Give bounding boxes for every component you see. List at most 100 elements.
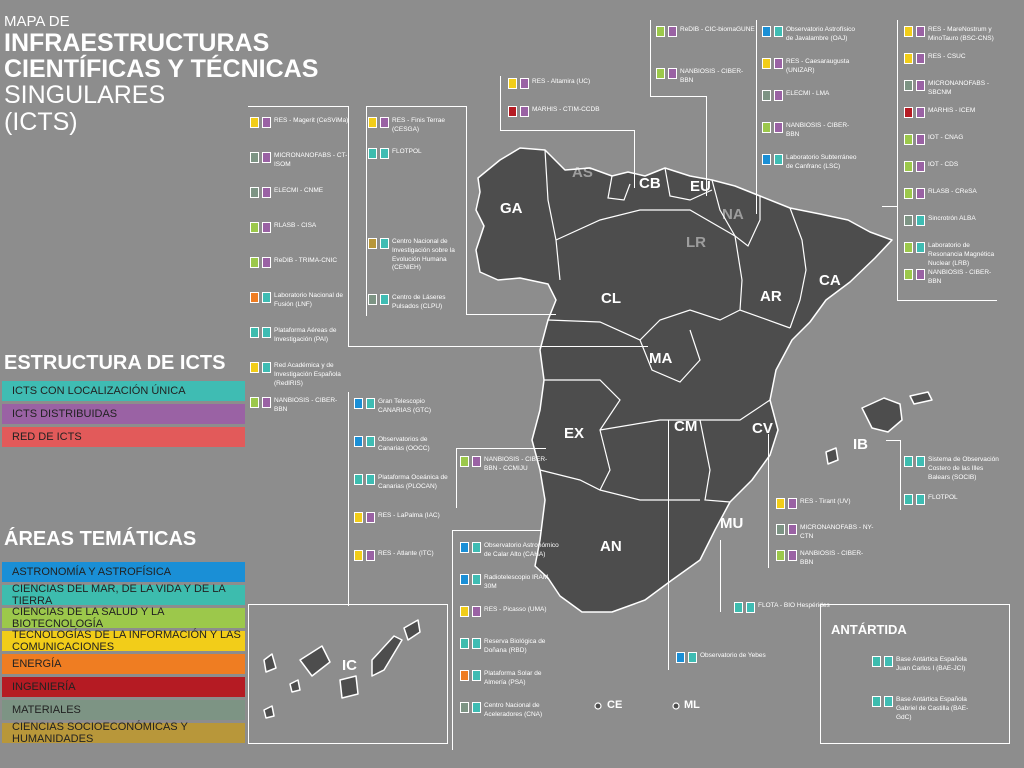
- structure-color-square: [884, 656, 893, 667]
- icts-item-label: RES - Tirant (UV): [800, 498, 851, 505]
- icts-item-label: MICRONANOFABS - CT-ISOM: [274, 152, 348, 168]
- legend-item: CIENCIAS DEL MAR, DE LA VIDA Y DE LA TIE…: [2, 583, 245, 607]
- area-color-square: [776, 524, 785, 535]
- leader-line: [452, 530, 453, 750]
- icts-item-label: Observatorio de Yebes: [700, 652, 766, 659]
- icts-item: Base Antártica Española Gabriel de Casti…: [872, 696, 971, 722]
- structure-color-square: [688, 652, 697, 663]
- structure-color-square: [380, 294, 389, 305]
- icts-item: Centro Nacional de Investigación sobre l…: [368, 238, 467, 273]
- icts-item: Centro Nacional de Aceleradores (CNA): [460, 702, 559, 720]
- island-tenerife: [299, 645, 331, 677]
- icts-item: RLASB - CISA: [250, 222, 316, 233]
- leader-line: [668, 420, 669, 670]
- leader-line: [348, 106, 349, 346]
- region-mu: MU: [720, 515, 744, 532]
- area-color-square: [250, 397, 259, 408]
- area-color-square: [368, 117, 377, 128]
- leader-line: [452, 530, 542, 531]
- area-color-square: [904, 242, 913, 253]
- icts-item: MARHIS - CTIM-CCDB: [508, 106, 600, 117]
- area-color-square: [904, 456, 913, 467]
- area-color-square: [676, 652, 685, 663]
- icts-item: NANBIOSIS - CIBER-BBN: [904, 269, 1003, 287]
- leader-line: [500, 76, 501, 130]
- icts-item: ELECMI - CNME: [250, 187, 323, 198]
- icts-item-label: MARHIS - CTIM-CCDB: [532, 106, 600, 113]
- leader-line: [348, 392, 349, 606]
- icts-item-label: RES - MareNostrum y MinoTauro (BSC-CNS): [928, 26, 994, 42]
- icts-item: ReDIB - TRIMA-CNIC: [250, 257, 337, 268]
- icts-item: RES - MareNostrum y MinoTauro (BSC-CNS): [904, 26, 1003, 44]
- icts-item-label: Centro Nacional de Aceleradores (CNA): [484, 702, 543, 718]
- map-title: MAPA DE INFRAESTRUCTURAS CIENTÍFICAS Y T…: [4, 14, 318, 135]
- icts-item: NANBIOSIS - CIBER-BBN: [762, 122, 861, 140]
- area-color-square: [250, 222, 259, 233]
- area-color-square: [762, 26, 771, 37]
- icts-item: RES - Picasso (UMA): [460, 606, 546, 617]
- legend-item: CIENCIAS DE LA SALUD Y LA BIOTECNOLOGÍA: [2, 606, 245, 630]
- icts-item: RES - Magerit (CeSViMa): [250, 117, 348, 128]
- icts-item: Centro de Láseres Pulsados (CLPU): [368, 294, 467, 312]
- island-gomera: [289, 679, 301, 693]
- region-lr: LR: [686, 234, 706, 251]
- region-eu: EU: [690, 178, 711, 195]
- legend-item: ICTS CON LOCALIZACIÓN ÚNICA: [2, 381, 245, 401]
- area-color-square: [354, 474, 363, 485]
- area-color-square: [734, 602, 743, 613]
- structure-color-square: [472, 702, 481, 713]
- icts-item: Laboratorio de Resonancia Magnética Nucl…: [904, 242, 1003, 268]
- leader-line: [366, 106, 367, 316]
- icts-item-label: Centro de Láseres Pulsados (CLPU): [392, 294, 446, 310]
- legend-item: ICTS DISTRIBUIDAS: [2, 404, 245, 424]
- title-line-4: SINGULARES: [4, 81, 166, 110]
- leader-line: [366, 106, 466, 107]
- region-ml: ML: [684, 699, 700, 711]
- region-cl: CL: [601, 290, 621, 307]
- area-color-square: [460, 670, 469, 681]
- structure-color-square: [520, 106, 529, 117]
- area-color-square: [354, 512, 363, 523]
- structure-color-square: [916, 161, 925, 172]
- structure-color-square: [262, 117, 271, 128]
- icts-item-label: FLOTPOL: [392, 148, 422, 155]
- area-color-square: [354, 550, 363, 561]
- icts-item-label: IOT - CDS: [928, 161, 959, 168]
- region-ce: CE: [607, 699, 623, 711]
- area-color-square: [354, 398, 363, 409]
- icts-item-label: Radiotelescopio IRAM 30M: [484, 574, 549, 590]
- area-color-square: [904, 494, 913, 505]
- area-color-square: [904, 80, 913, 91]
- area-color-square: [508, 106, 517, 117]
- legend-item: TECNOLOGÍAS DE LA INFORMACIÓN Y LAS COMU…: [2, 629, 245, 653]
- icts-item-label: RES - Atlante (ITC): [378, 550, 434, 557]
- structure-color-square: [916, 456, 925, 467]
- icts-item-label: RES - Magerit (CeSViMa): [274, 117, 349, 124]
- island-mallorca: [861, 397, 903, 433]
- region-ca: CA: [819, 272, 841, 289]
- leader-line: [500, 130, 634, 131]
- icts-item-label: RES - Finis Terrae (CESGA): [392, 117, 445, 133]
- island-lanzarote: [403, 619, 421, 641]
- structure-color-square: [916, 215, 925, 226]
- icts-item-label: NANBIOSIS - CIBER-BBN: [800, 550, 864, 566]
- icts-item-label: ReDIB - CIC-biomaGUNE: [680, 26, 755, 33]
- icts-item: Reserva Biológica de Doñana (RBD): [460, 638, 559, 656]
- icts-item-label: FLOTA - BIO Hespérides: [758, 602, 830, 609]
- icts-item-label: Plataforma Aéreas de Investigación (PAI): [274, 327, 337, 343]
- structure-color-square: [916, 107, 925, 118]
- antartida-title: ANTÁRTIDA: [831, 622, 907, 637]
- area-color-square: [904, 188, 913, 199]
- structure-color-square: [916, 134, 925, 145]
- icts-item-label: ELECMI - CNME: [274, 187, 324, 194]
- structure-color-square: [774, 90, 783, 101]
- structure-color-square: [916, 188, 925, 199]
- structure-color-square: [916, 269, 925, 280]
- icts-item-label: MICRONANOFABS - NY-CTN: [800, 524, 874, 540]
- structure-color-square: [472, 574, 481, 585]
- icts-item-label: Sistema de Observación Costero de las Il…: [928, 456, 999, 481]
- icts-item: RES - LaPalma (IAC): [354, 512, 440, 523]
- icts-item: ELECMI - LMA: [762, 90, 829, 101]
- icts-item-label: Red Académica y de Investigación Español…: [274, 362, 341, 387]
- region-ga: GA: [500, 200, 523, 217]
